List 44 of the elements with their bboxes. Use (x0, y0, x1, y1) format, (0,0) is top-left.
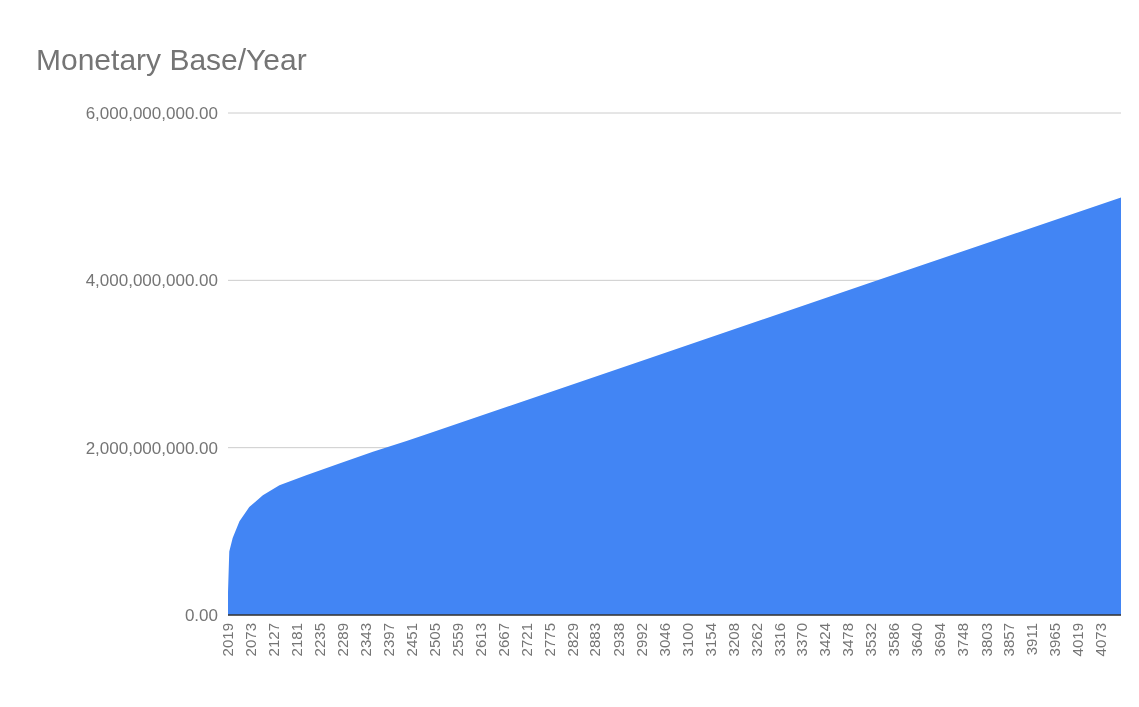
y-tick-label: 0.00 (184, 605, 218, 625)
x-tick-label: 3370 (793, 623, 811, 657)
y-tick-label: 4,000,000,000.00 (85, 271, 218, 291)
x-tick-label: 2775 (540, 623, 558, 657)
y-tick-label: 6,000,000,000.00 (85, 103, 218, 123)
x-tick-label: 3424 (816, 623, 834, 657)
x-tick-label: 3154 (701, 623, 719, 657)
x-tick-label: 2343 (356, 623, 374, 657)
x-tick-label: 2397 (379, 623, 397, 657)
y-tick-label: 2,000,000,000.00 (85, 438, 218, 458)
x-tick-label: 3262 (747, 623, 765, 657)
x-tick-label: 2829 (563, 623, 581, 657)
x-tick-label: 2451 (402, 623, 420, 657)
x-tick-label: 2235 (311, 623, 329, 657)
x-tick-label: 3694 (931, 623, 949, 657)
x-tick-label: 3748 (954, 623, 972, 657)
x-tick-label: 2559 (448, 623, 466, 657)
x-tick-label: 2721 (517, 623, 535, 657)
x-tick-label: 2883 (586, 623, 604, 657)
chart-title: Monetary Base/Year (36, 43, 307, 76)
x-tick-label: 3208 (724, 623, 742, 657)
x-tick-label: 3965 (1046, 623, 1064, 657)
x-tick-label: 2127 (265, 623, 283, 657)
x-tick-label: 2505 (425, 623, 443, 657)
x-tick-label: 3586 (885, 623, 903, 657)
x-tick-label: 3532 (862, 623, 880, 657)
x-tick-label: 2181 (288, 623, 306, 657)
x-tick-label: 2613 (471, 623, 489, 657)
x-tick-label: 2289 (334, 623, 352, 657)
x-tick-label: 2992 (632, 623, 650, 657)
x-tick-label: 4019 (1069, 623, 1087, 657)
x-tick-label: 3803 (977, 623, 995, 657)
x-tick-label: 3316 (770, 623, 788, 657)
x-tick-label: 4073 (1092, 623, 1110, 657)
x-tick-label: 3100 (678, 623, 696, 657)
x-tick-label: 3857 (1000, 623, 1018, 657)
x-tick-label: 2019 (219, 623, 237, 657)
x-tick-label: 3478 (839, 623, 857, 657)
x-tick-label: 3911 (1023, 623, 1041, 656)
x-tick-label: 2938 (609, 623, 627, 657)
x-tick-label: 3046 (655, 623, 673, 657)
x-tick-label: 3640 (908, 623, 926, 657)
x-tick-label: 2073 (242, 623, 260, 657)
x-tick-label: 2667 (494, 623, 512, 657)
